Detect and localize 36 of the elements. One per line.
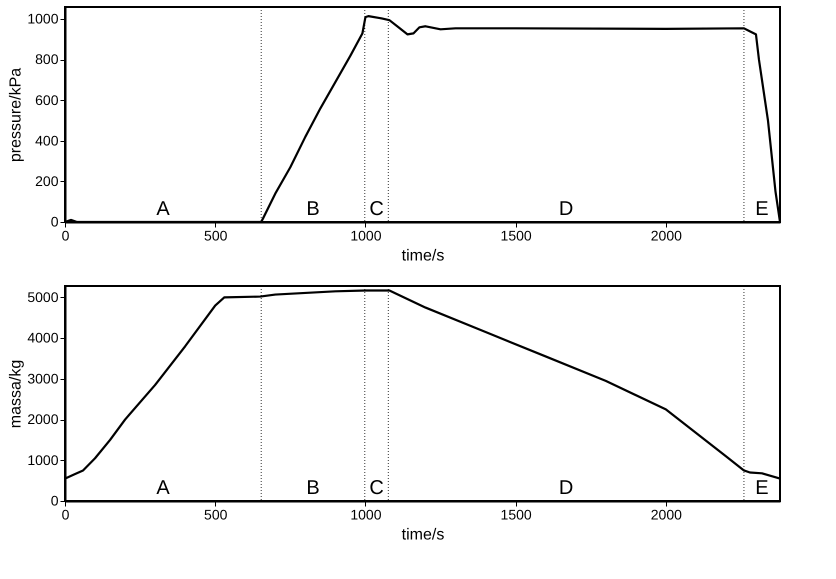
- x-axis-title: time/s: [402, 248, 444, 264]
- y-tick-label: 0: [50, 214, 59, 230]
- y-tick-label: 2000: [27, 411, 59, 428]
- x-tick-label: 1000: [350, 228, 382, 244]
- annotation: E: [755, 198, 769, 220]
- y-tick-label: 800: [35, 51, 59, 68]
- x-tick-label: 1000: [350, 506, 382, 522]
- annotation: B: [306, 198, 320, 220]
- y-axis-title: pressure/kPa: [7, 68, 24, 162]
- annotation: C: [369, 198, 384, 220]
- y-tick-label: 4000: [27, 330, 59, 346]
- y-tick-label: 400: [35, 132, 59, 148]
- x-tick-label: 2000: [650, 228, 682, 244]
- x-tick-label: 500: [204, 228, 228, 244]
- x-tick-label: 0: [62, 506, 70, 522]
- annotation: E: [755, 477, 769, 499]
- annotation: A: [156, 477, 170, 499]
- x-tick-label: 2000: [650, 506, 682, 522]
- annotation: D: [558, 477, 574, 499]
- y-tick-label: 600: [35, 92, 59, 108]
- x-tick-label: 0: [62, 228, 70, 244]
- x-tick-label: 1500: [500, 228, 532, 244]
- annotation: A: [156, 198, 170, 220]
- y-tick-label: 3000: [27, 370, 59, 386]
- annotation: D: [558, 198, 574, 220]
- x-tick-label: 1500: [500, 506, 532, 522]
- y-axis-title: massa/kg: [7, 360, 24, 428]
- y-tick-label: 0: [50, 492, 59, 508]
- y-tick-label: 1000: [27, 10, 59, 27]
- y-tick-label: 200: [35, 172, 59, 189]
- y-tick-label: 5000: [27, 288, 59, 305]
- annotation: B: [306, 477, 320, 499]
- x-tick-label: 500: [204, 506, 228, 522]
- x-axis-title: time/s: [402, 526, 444, 544]
- annotation: C: [369, 477, 384, 499]
- y-tick-label: 1000: [27, 452, 59, 468]
